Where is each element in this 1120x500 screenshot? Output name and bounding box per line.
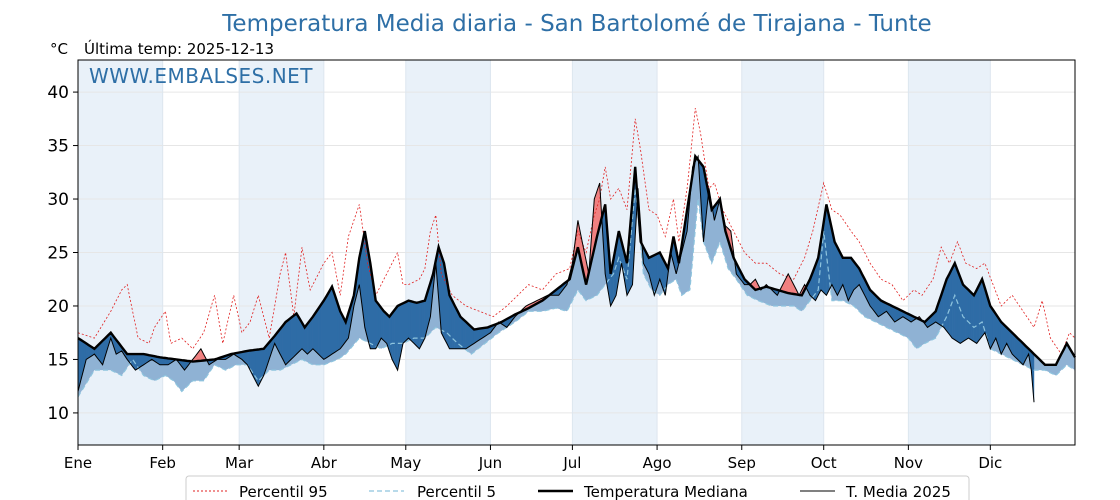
below-median-area bbox=[465, 321, 469, 350]
below-median-area bbox=[320, 299, 324, 360]
below-median-area bbox=[452, 300, 456, 349]
y-tick-label: 25 bbox=[47, 244, 69, 264]
below-median-area bbox=[381, 307, 385, 342]
y-tick-label: 20 bbox=[47, 297, 69, 317]
below-median-area bbox=[288, 317, 292, 363]
legend-p5-label: Percentil 5 bbox=[417, 483, 496, 500]
current-year-line bbox=[77, 154, 1035, 403]
below-median-area bbox=[462, 318, 467, 349]
y-tick-label: 15 bbox=[47, 350, 69, 370]
below-median-area bbox=[973, 289, 977, 344]
x-tick-label: May bbox=[390, 454, 421, 472]
below-median-area bbox=[411, 301, 415, 344]
x-tick-label: Ene bbox=[64, 454, 92, 472]
below-median-area bbox=[460, 316, 464, 349]
below-median-area bbox=[383, 310, 387, 344]
y-axis-ticks: 10 15 20 25 30 35 40 bbox=[47, 83, 78, 424]
p5-line bbox=[77, 188, 1076, 398]
y-tick-label: 30 bbox=[47, 190, 69, 210]
below-median-area bbox=[323, 295, 327, 360]
below-median-area bbox=[318, 303, 322, 358]
below-median-area bbox=[416, 301, 420, 350]
last-temp-label: Última temp: 2025-12-13 bbox=[84, 39, 274, 58]
below-median-area bbox=[413, 301, 417, 347]
x-axis-ticks: Ene Feb Mar Abr May Jun Jul Ago Sep Oct Nov Dic bbox=[64, 445, 1002, 472]
x-tick-label: Jul bbox=[562, 454, 581, 472]
below-median-area bbox=[326, 290, 330, 359]
x-tick-label: Jun bbox=[478, 454, 502, 472]
chart-title: Temperatura Media diaria - San Bartolomé… bbox=[221, 11, 931, 37]
below-median-area bbox=[378, 303, 382, 344]
y-tick-label: 10 bbox=[47, 404, 69, 424]
series-lines bbox=[77, 108, 1077, 403]
y-tick-label: 40 bbox=[47, 83, 69, 103]
below-median-area bbox=[282, 321, 286, 365]
below-median-area bbox=[837, 247, 841, 296]
y-tick-label: 35 bbox=[47, 137, 69, 157]
legend-p95-label: Percentil 95 bbox=[239, 483, 328, 500]
y-unit-label: °C bbox=[50, 40, 68, 58]
below-median-area bbox=[307, 319, 311, 355]
below-median-area bbox=[312, 312, 316, 352]
below-median-area bbox=[375, 300, 379, 349]
below-median-area bbox=[329, 285, 333, 357]
x-tick-label: Dic bbox=[978, 454, 1002, 472]
below-median-area bbox=[848, 257, 852, 301]
legend: Percentil 95 Percentil 5 Temperatura Med… bbox=[185, 475, 970, 500]
below-median-area bbox=[976, 284, 980, 344]
below-median-area bbox=[419, 301, 423, 349]
x-tick-label: Sep bbox=[728, 454, 756, 472]
below-median-area bbox=[962, 284, 966, 342]
legend-current-label: T. Media 2025 bbox=[845, 483, 951, 500]
watermark: WWW.EMBALSES.NET bbox=[89, 64, 313, 88]
below-median-area bbox=[449, 295, 453, 349]
below-median-area bbox=[285, 319, 289, 366]
below-median-area bbox=[979, 279, 983, 341]
below-median-area bbox=[405, 300, 409, 342]
below-median-area bbox=[315, 307, 319, 355]
x-tick-label: Feb bbox=[149, 454, 176, 472]
below-median-area bbox=[834, 241, 838, 296]
below-median-area bbox=[422, 300, 426, 344]
below-median-area bbox=[290, 315, 294, 360]
below-median-area bbox=[971, 292, 975, 342]
below-median-area bbox=[310, 316, 314, 352]
legend-box bbox=[185, 475, 970, 500]
below-median-area bbox=[965, 286, 969, 341]
median-line bbox=[77, 153, 1077, 366]
below-median-area bbox=[951, 263, 955, 341]
below-median-area bbox=[408, 300, 412, 342]
below-median-area bbox=[990, 305, 994, 349]
below-median-area bbox=[391, 308, 396, 365]
x-tick-label: Mar bbox=[225, 454, 254, 472]
below-median-area bbox=[402, 301, 406, 344]
x-tick-label: Oct bbox=[811, 454, 837, 472]
below-median-area bbox=[137, 353, 142, 369]
below-median-area bbox=[946, 273, 950, 336]
below-median-area bbox=[293, 313, 297, 358]
below-median-area bbox=[394, 305, 398, 371]
legend-median-label: Temperatura Mediana bbox=[583, 483, 748, 500]
below-median-area bbox=[473, 328, 477, 344]
x-tick-label: Nov bbox=[894, 454, 923, 472]
p95-line bbox=[77, 108, 1076, 355]
x-tick-label: Ago bbox=[643, 454, 672, 472]
below-median-area bbox=[968, 289, 972, 341]
x-tick-label: Abr bbox=[311, 454, 338, 472]
